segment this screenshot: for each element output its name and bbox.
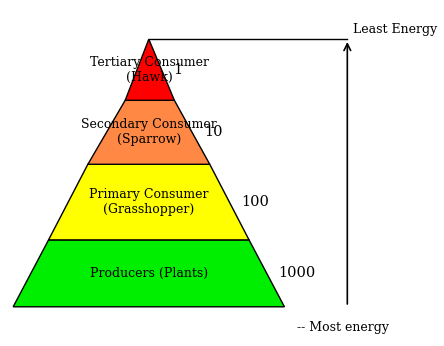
Text: Primary Consumer
(Grasshopper): Primary Consumer (Grasshopper) [89,188,209,216]
Text: Least Energy: Least Energy [353,23,437,36]
Text: 10: 10 [204,125,222,139]
Polygon shape [13,240,285,307]
Text: Secondary Consumer
(Sparrow): Secondary Consumer (Sparrow) [81,118,217,146]
Text: 1: 1 [173,63,182,77]
Text: Tertiary Consumer
(Hawk): Tertiary Consumer (Hawk) [90,56,209,84]
Text: Producers (Plants): Producers (Plants) [90,267,208,280]
Polygon shape [125,39,174,100]
Text: 1000: 1000 [278,266,316,280]
Text: 100: 100 [241,195,269,209]
Polygon shape [88,100,210,164]
Polygon shape [48,164,249,240]
Text: -- Most energy: -- Most energy [297,321,389,334]
